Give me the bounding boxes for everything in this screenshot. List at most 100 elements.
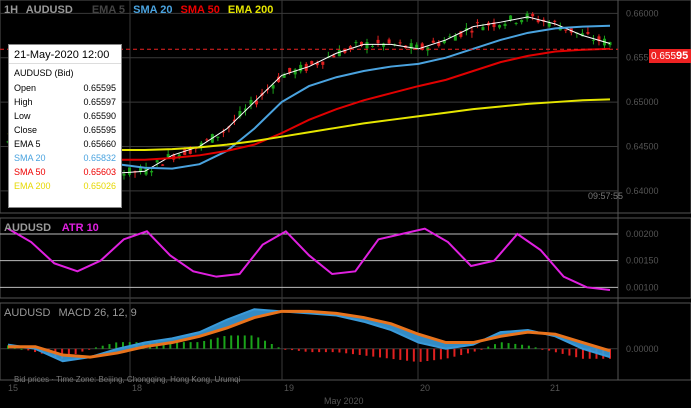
macd-histogram-bar [34, 348, 37, 353]
macd-histogram-bar [203, 341, 206, 349]
candle-body [448, 36, 452, 38]
macd-histogram-bar [460, 348, 463, 356]
macd-histogram-bar [514, 343, 517, 349]
pane-border [0, 0, 691, 214]
atr-tick-label: 0.00100 [626, 282, 659, 292]
macd-histogram-bar [372, 348, 375, 357]
pane-border [0, 217, 691, 299]
price-tick-label: 0.65000 [626, 97, 659, 107]
macd-histogram-bar [94, 347, 97, 349]
candle-body [586, 32, 590, 34]
x-tick-label: 18 [132, 383, 142, 393]
x-tick-label: 21 [550, 383, 560, 393]
tooltip-row-ema200: EMA 200 0.65026 [14, 181, 116, 191]
macd-histogram-bar [331, 348, 334, 353]
x-tick-label: 19 [284, 383, 294, 393]
atr-tick-label: 0.00150 [626, 256, 659, 266]
macd-histogram-bar [257, 337, 260, 349]
tooltip-row-open: Open 0.65595 [14, 83, 116, 93]
macd-histogram-bar [588, 348, 591, 359]
atr-legend: AUDUSD ATR 10 [4, 222, 104, 234]
legend-ema200: EMA 200 [227, 4, 274, 16]
candle-body [509, 15, 513, 20]
macd-histogram-bar [494, 344, 497, 349]
macd-histogram-bar [338, 348, 341, 353]
countdown-label: 09:57:55 [588, 191, 624, 201]
candle-body [354, 42, 358, 44]
tooltip-row-ema5: EMA 5 0.65660 [14, 139, 116, 149]
candle-body [188, 148, 192, 154]
macd-histogram-bar [433, 348, 436, 361]
candle-body [591, 39, 595, 41]
legend-sma50: SMA 50 [180, 4, 220, 16]
macd-histogram-bar [20, 348, 23, 350]
candle-body [232, 119, 236, 122]
candle-body [531, 13, 535, 17]
macd-histogram-bar [169, 342, 172, 349]
candle-body [459, 31, 463, 37]
macd-histogram-bar [568, 348, 571, 356]
candle-body [139, 167, 143, 173]
candle-body [321, 61, 325, 65]
candle-body [221, 131, 225, 133]
macd-histogram-bar [358, 348, 361, 355]
candle-body [431, 40, 435, 43]
macd-histogram-bar [67, 348, 70, 357]
legend-sma20: SMA 20 [133, 4, 173, 16]
candle-body [536, 19, 540, 23]
macd-histogram-bar [507, 343, 510, 349]
macd-histogram-bar [182, 342, 185, 349]
macd-histogram-bar [365, 348, 368, 356]
macd-histogram-bar [236, 335, 239, 349]
candle-body [525, 13, 529, 20]
tooltip-row-high: High 0.65597 [14, 97, 116, 107]
macd-histogram-bar [385, 348, 388, 359]
macd-histogram-bar [379, 348, 382, 358]
candle-body [481, 27, 485, 31]
candle-body [503, 23, 507, 27]
macd-histogram-bar [453, 348, 456, 357]
candle-body [293, 69, 297, 75]
candle-body [150, 171, 154, 173]
candle-body [249, 100, 253, 105]
candle-body [238, 111, 242, 117]
candle-body [216, 136, 220, 138]
tooltip-row-sma20: SMA 20 0.65832 [14, 153, 116, 163]
macd-histogram-bar [521, 344, 524, 349]
macd-histogram-bar [426, 348, 429, 362]
tooltip-row-close: Close 0.65595 [14, 125, 116, 135]
candle-body [177, 154, 181, 158]
macd-histogram-bar [250, 335, 253, 349]
candle-body [371, 45, 375, 47]
x-tick-label: 15 [8, 383, 18, 393]
candle-body [243, 108, 247, 111]
candle-body [161, 164, 165, 166]
macd-histogram-bar [209, 339, 212, 349]
candle-body [580, 33, 584, 37]
macd-histogram-bar [196, 342, 199, 349]
candle-body [155, 160, 159, 163]
candle-body [277, 76, 281, 83]
x-tick-label: 20 [420, 383, 430, 393]
macd-histogram-bar [575, 348, 578, 358]
macd-histogram-bar [264, 340, 267, 349]
macd-histogram-bar [223, 336, 226, 349]
main-legend: 1H AUDUSD EMA 5 SMA 20 SMA 50 EMA 200 [4, 4, 278, 16]
macd-histogram-bar [243, 335, 246, 349]
candle-body [498, 25, 502, 28]
macd-histogram-bar [554, 348, 557, 353]
macd-histogram-bar [351, 348, 354, 355]
macd-histogram-bar [419, 348, 422, 362]
candle-body [437, 42, 441, 46]
price-tick-label: 0.64500 [626, 141, 659, 151]
candle-body [409, 43, 413, 49]
legend-timeframe: 1H [4, 4, 19, 16]
macd-histogram-bar [318, 348, 321, 353]
macd-histogram-bar [176, 342, 179, 349]
candle-body [166, 154, 170, 158]
candle-body [470, 30, 474, 33]
candle-body [128, 167, 132, 175]
x-axis-label: May 2020 [324, 396, 364, 406]
macd-histogram-bar [392, 348, 395, 360]
